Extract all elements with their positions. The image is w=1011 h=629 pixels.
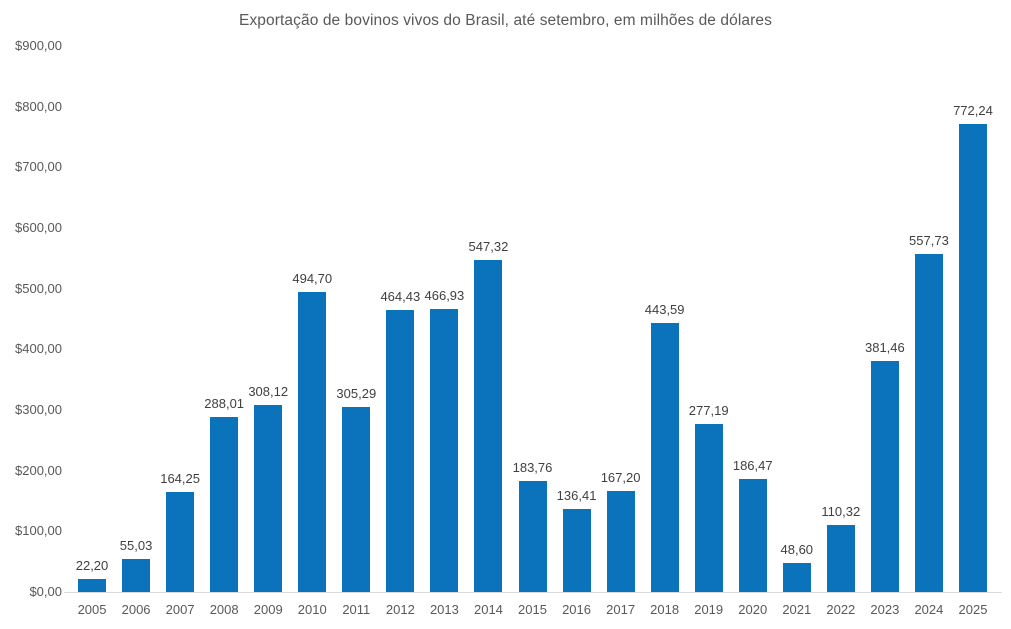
bar-value-label: 22,20	[75, 557, 109, 573]
bar-value-label: 557,73	[909, 232, 949, 248]
bar-value-label: 164,25	[160, 471, 200, 487]
x-tick-label: 2010	[297, 602, 327, 617]
bar-value-label: 305,29	[336, 385, 377, 401]
bar-2017	[606, 490, 635, 592]
x-tick-label: 2013	[429, 602, 459, 617]
x-tick-label: 2023	[870, 602, 900, 617]
bar-2018	[650, 322, 679, 592]
bar-value-label: 55,03	[119, 537, 153, 553]
x-tick-label: 2012	[385, 602, 415, 617]
y-tick-label: $500,00	[15, 280, 62, 296]
x-tick-label: 2021	[782, 602, 812, 617]
y-tick-label: $900,00	[15, 38, 62, 53]
y-tick-label: $200,00	[15, 462, 62, 478]
bar-2016	[562, 509, 591, 592]
x-tick-label: 2025	[958, 602, 988, 617]
x-tick-label: 2011	[342, 602, 371, 617]
x-tick-label: 2016	[562, 602, 591, 617]
x-tick-label: 2005	[77, 602, 107, 617]
bar-2012	[386, 310, 415, 592]
bar-2007	[166, 492, 195, 592]
bar-value-label: 136,41	[556, 488, 597, 504]
x-tick-label: 2017	[606, 602, 636, 617]
bar-2024	[914, 253, 943, 592]
bar-2006	[122, 558, 151, 592]
bar-2023	[870, 360, 899, 592]
x-tick-label: 2024	[914, 602, 944, 617]
y-tick-label: $400,00	[15, 341, 62, 357]
bar-value-label: 308,12	[248, 384, 289, 400]
x-tick-label: 2008	[209, 602, 239, 617]
bar-value-label: 443,59	[644, 301, 685, 317]
x-tick-label: 2014	[473, 602, 503, 617]
y-tick-label: $800,00	[15, 98, 62, 114]
bar-value-label: 183,76	[512, 459, 553, 475]
bar-value-label: 466,93	[424, 287, 465, 303]
x-tick-label: 2006	[121, 602, 151, 617]
bar-value-label: 288,01	[204, 396, 245, 412]
bar-2013	[430, 308, 459, 592]
bar-2021	[782, 562, 811, 592]
x-tick-label: 2007	[165, 602, 195, 617]
x-tick-label: 2019	[694, 602, 724, 617]
bar-2014	[474, 259, 503, 592]
bar-2019	[694, 423, 723, 592]
bar-value-label: 186,47	[732, 457, 773, 473]
bar-value-label: 547,32	[468, 238, 509, 254]
chart-title: Exportação de bovinos vivos do Brasil, a…	[239, 12, 772, 29]
bar-value-label: 772,24	[953, 102, 993, 118]
bar-2005	[78, 578, 107, 592]
bar-2022	[826, 525, 855, 592]
y-tick-label: $600,00	[15, 220, 62, 235]
x-tick-label: 2022	[826, 602, 856, 617]
bar-2009	[254, 405, 283, 592]
bar-value-label: 48,60	[780, 541, 814, 557]
y-tick-label: $300,00	[15, 402, 62, 417]
x-tick-label: 2009	[253, 602, 283, 617]
bar-value-label: 464,43	[380, 289, 421, 305]
x-axis-line	[64, 592, 1002, 593]
bar-2020	[738, 478, 767, 592]
bar-2025	[958, 123, 987, 592]
bar-value-label: 381,46	[864, 339, 905, 355]
x-tick-label: 2018	[650, 602, 680, 617]
bar-2015	[518, 480, 547, 592]
y-tick-label: $700,00	[15, 159, 62, 175]
bar-2010	[298, 291, 327, 592]
y-tick-label: $0,00	[29, 584, 62, 599]
bar-2011	[342, 406, 371, 592]
bar-2008	[210, 417, 239, 592]
bar-value-label: 110,32	[821, 504, 861, 520]
x-tick-label: 2015	[518, 602, 547, 617]
bar-value-label: 167,20	[600, 469, 641, 485]
bar-value-label: 494,70	[292, 270, 333, 286]
y-tick-label: $100,00	[15, 523, 62, 539]
x-tick-label: 2020	[738, 602, 768, 617]
bar-value-label: 277,19	[688, 402, 729, 418]
